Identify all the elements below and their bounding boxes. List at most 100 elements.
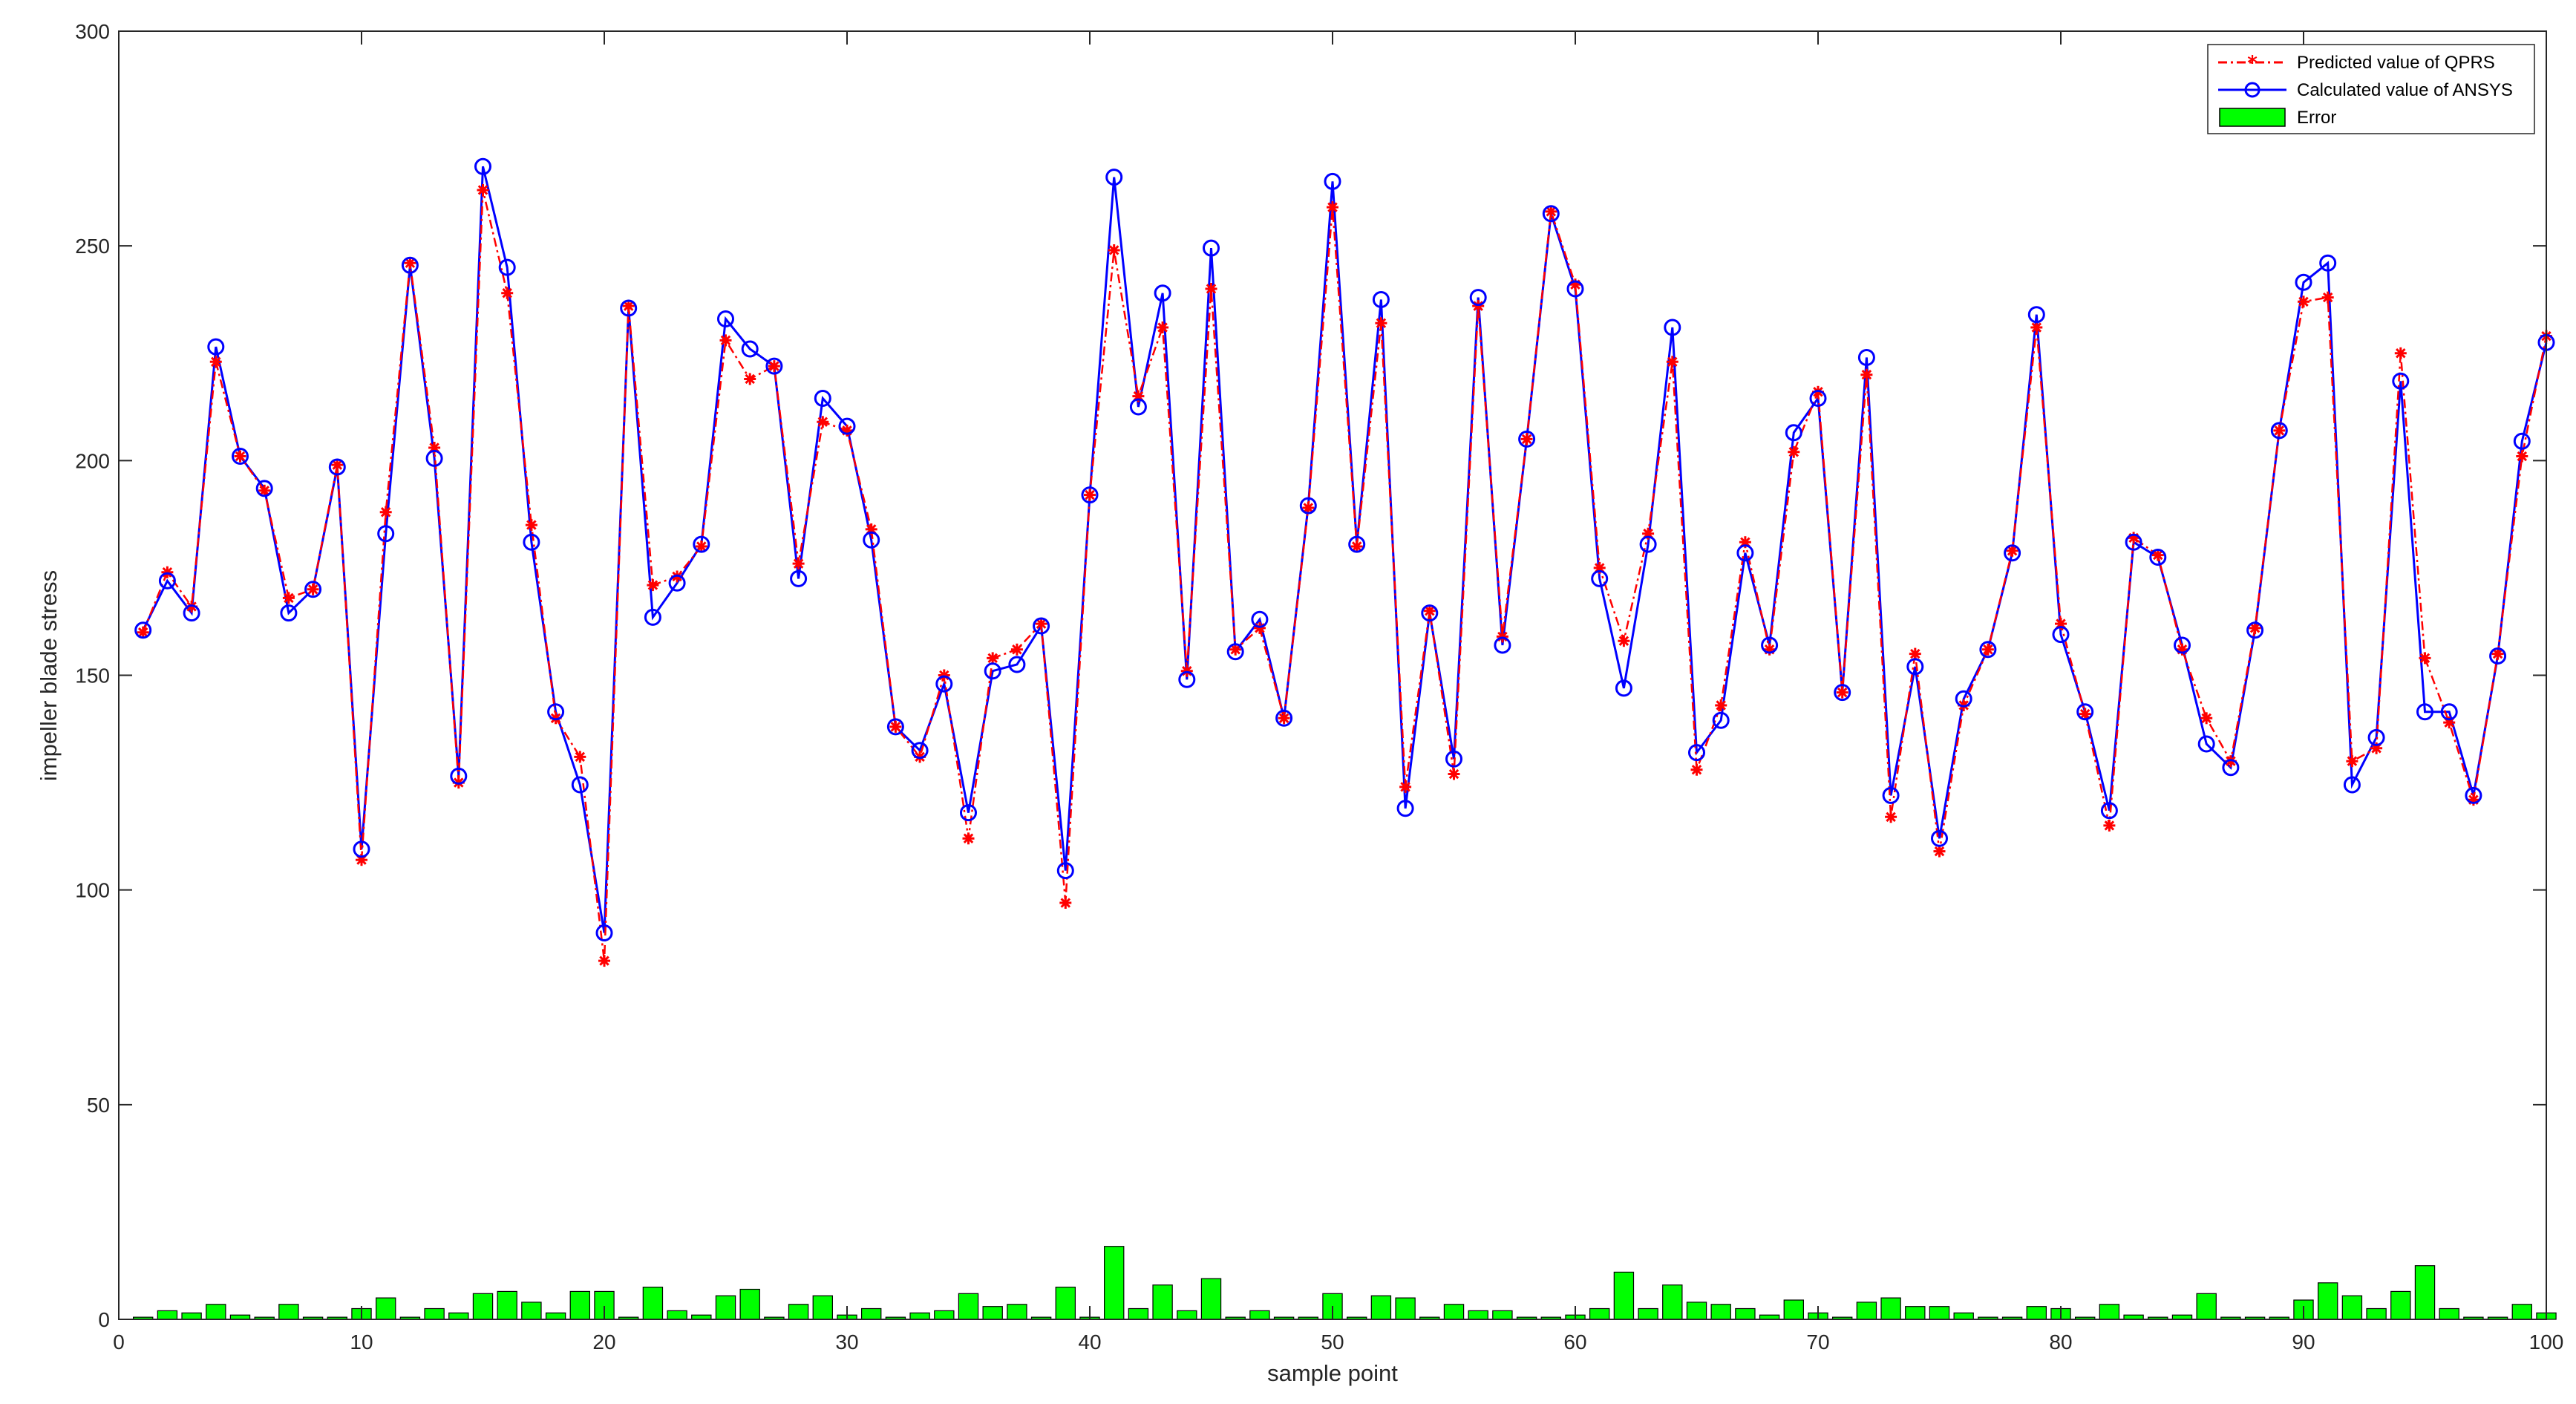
error-bar — [1395, 1297, 1416, 1320]
legend-entry-error: Error — [2219, 108, 2336, 128]
predicted-point — [792, 558, 805, 570]
calculated-point — [2246, 621, 2264, 639]
calculated-point — [2174, 636, 2191, 654]
predicted-point — [598, 955, 610, 967]
error-bar — [1735, 1307, 1756, 1320]
predicted-point — [307, 583, 319, 595]
legend-label-calculated: Calculated value of ANSYS — [2297, 80, 2513, 100]
error-bar — [1468, 1310, 1488, 1320]
calculated-point — [2319, 254, 2337, 272]
predicted-point — [1399, 780, 1412, 793]
calculated-point — [1008, 656, 1026, 673]
calculated-point — [1736, 544, 1754, 562]
predicted-point — [1084, 489, 1096, 501]
predicted-point — [2419, 652, 2431, 665]
error-bar — [521, 1302, 542, 1320]
error-bar — [157, 1310, 178, 1320]
error-bar — [1589, 1307, 1610, 1320]
error-bar — [206, 1304, 226, 1320]
x-tick-label: 100 — [2529, 1330, 2564, 1354]
calculated-point — [474, 157, 491, 175]
error-bar — [982, 1306, 1003, 1320]
x-tick-label: 10 — [350, 1330, 373, 1354]
calculated-point — [1785, 424, 1802, 442]
error-bar — [2318, 1282, 2338, 1320]
error-bar — [497, 1290, 517, 1320]
error-bar — [1103, 1246, 1125, 1320]
calculated-point — [2027, 306, 2045, 324]
calculated-point — [644, 608, 661, 626]
predicted-point — [987, 652, 999, 665]
calculated-point — [1129, 398, 1147, 416]
predicted-point — [889, 720, 902, 733]
calculated-point — [1348, 535, 1366, 553]
calculated-point — [1033, 617, 1050, 635]
predicted-point — [2151, 549, 2164, 561]
x-tick-label: 30 — [835, 1330, 858, 1354]
error-bar — [472, 1293, 494, 1320]
predicted-point — [234, 450, 246, 463]
legend-swatch-error — [2219, 108, 2286, 127]
predicted-point — [1278, 712, 1290, 725]
y-tick-label: 300 — [75, 20, 110, 43]
predicted-point — [2249, 621, 2261, 634]
error-bar — [667, 1310, 687, 1320]
calculated-point — [863, 531, 880, 549]
predicted-point — [2516, 450, 2528, 463]
y-tick-label: 200 — [75, 449, 110, 472]
predicted-point — [622, 300, 635, 313]
calculated-point — [1372, 291, 1390, 308]
error-bar — [739, 1288, 760, 1320]
error-bar — [448, 1312, 469, 1320]
error-bar — [934, 1310, 955, 1320]
calculated-point — [1299, 497, 1317, 515]
calculated-point — [741, 340, 759, 358]
error-bar — [278, 1304, 299, 1320]
predicted-point — [1860, 368, 1873, 381]
calculated-point — [2125, 533, 2142, 551]
calculated-point — [2222, 759, 2240, 777]
predicted-point — [161, 566, 174, 578]
error-bar — [788, 1304, 809, 1320]
predicted-point — [2030, 321, 2043, 333]
predicted-point — [477, 184, 489, 196]
calculated-point — [1178, 670, 1196, 688]
predicted-point — [404, 257, 416, 270]
error-bar — [1686, 1302, 1707, 1320]
error-bar — [860, 1307, 882, 1320]
predicted-point — [2491, 647, 2504, 660]
error-bar — [545, 1312, 566, 1320]
calculated-point — [450, 767, 468, 785]
calculated-point — [304, 581, 322, 598]
calculated-point — [2367, 728, 2385, 746]
error-bar — [909, 1312, 930, 1320]
error-bar — [1055, 1286, 1076, 1320]
calculated-point — [2343, 776, 2361, 794]
error-bar — [1492, 1310, 1513, 1320]
predicted-point — [768, 360, 780, 373]
calculated-point — [1591, 569, 1609, 587]
error-bar — [1783, 1299, 1804, 1320]
predicted-point — [695, 541, 707, 552]
legend-label-error: Error — [2297, 108, 2336, 128]
calculated-point — [620, 299, 638, 317]
series-markers — [134, 157, 2555, 967]
predicted-point — [938, 669, 950, 682]
error-bar — [2511, 1304, 2532, 1320]
predicted-point — [1690, 763, 1703, 776]
predicted-point — [501, 287, 514, 299]
calculated-point — [2392, 372, 2410, 390]
legend-entry-calculated: Calculated value of ANSYS — [2218, 80, 2513, 100]
error-bar — [2341, 1295, 2363, 1320]
calculated-point — [425, 449, 443, 467]
predicted-point — [282, 592, 295, 604]
calculated-point — [668, 574, 686, 592]
error-bar — [715, 1295, 736, 1320]
calculated-point — [232, 448, 249, 465]
predicted-point — [1885, 811, 1897, 823]
calculated-point — [1275, 709, 1293, 727]
error-bar — [376, 1297, 396, 1320]
calculated-point — [1688, 744, 1705, 762]
legend-circle-marker — [2244, 82, 2260, 98]
predicted-point — [744, 373, 756, 385]
